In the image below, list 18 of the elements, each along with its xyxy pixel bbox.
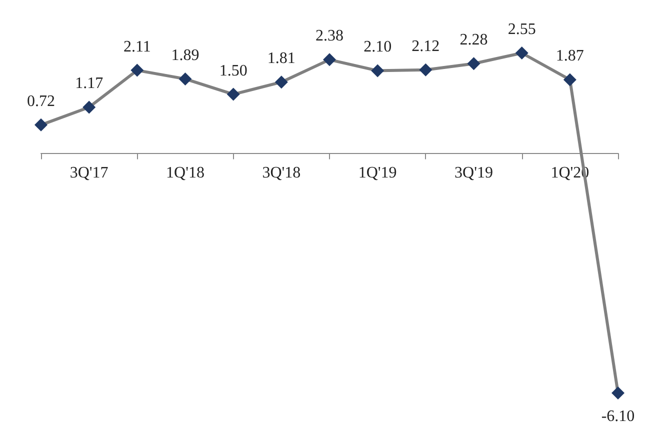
data-label: 1.50: [219, 62, 248, 80]
data-label: 1.81: [267, 50, 296, 68]
data-label: 2.28: [460, 32, 488, 49]
x-tick-label: 1Q'19: [358, 164, 397, 182]
x-tick-label: 3Q'18: [262, 164, 301, 182]
data-label: 2.12: [412, 38, 440, 55]
x-tick-label: 3Q'19: [454, 164, 493, 182]
data-label: 2.11: [123, 38, 151, 56]
data-label: 1.87: [556, 48, 584, 65]
data-label: 1.89: [171, 46, 200, 64]
data-label: 0.72: [27, 92, 55, 110]
x-tick-label: 3Q'17: [70, 164, 108, 182]
data-label: 2.55: [508, 21, 536, 38]
x-tick-label: 1Q'18: [166, 164, 204, 182]
data-label: 1.17: [75, 75, 104, 92]
data-label: 2.10: [364, 38, 392, 56]
data-label: 2.38: [316, 28, 344, 45]
data-label: -6.10: [601, 408, 635, 425]
